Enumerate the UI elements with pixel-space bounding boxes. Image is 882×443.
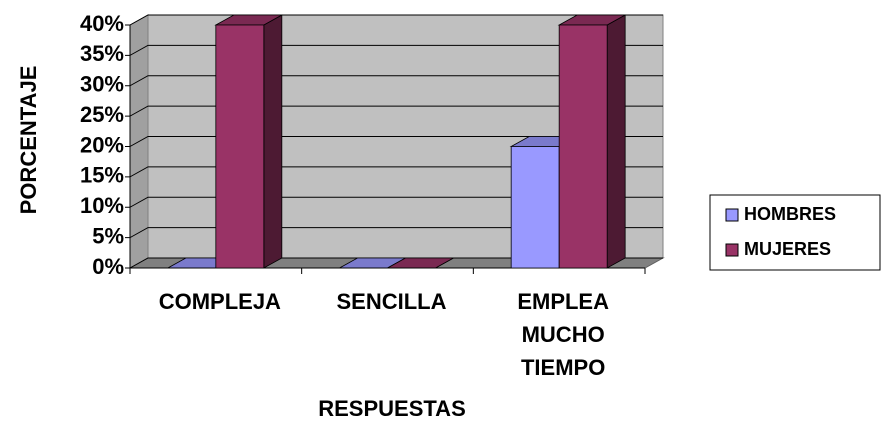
legend-swatch: [725, 208, 739, 222]
bar-side: [263, 14, 283, 269]
grid-line: [129, 75, 663, 87]
grid-line: [129, 196, 663, 208]
bar: [385, 257, 456, 269]
bar-front: [510, 146, 560, 269]
y-tick-label: 35%: [80, 41, 124, 66]
grid-line: [129, 44, 663, 56]
x-tick-label: EMPLEA MUCHO TIEMPO: [517, 289, 609, 380]
bar-side: [606, 14, 626, 269]
y-tick-label: 0%: [92, 254, 124, 279]
y-tick-label: 5%: [92, 223, 124, 248]
y-tick-label: 10%: [80, 193, 124, 218]
y-tick-label: 15%: [80, 163, 124, 188]
legend-swatch: [725, 243, 739, 257]
grid-line: [129, 136, 663, 147]
x-tick-label: SENCILLA: [336, 289, 447, 314]
y-tick-label: 30%: [80, 72, 124, 97]
bar: [214, 14, 284, 269]
y-axis-title: PORCENTAJE: [16, 66, 41, 215]
bar-front: [215, 24, 265, 269]
y-tick-label: 40%: [80, 11, 124, 36]
y-tick-label: 25%: [80, 102, 124, 127]
legend-label: HOMBRES: [744, 204, 836, 224]
legend-box: [709, 194, 881, 271]
legend-label: MUJERES: [744, 239, 831, 259]
bar-front: [558, 24, 608, 269]
x-tick-label: COMPLEJA: [158, 289, 281, 314]
grid-line: [129, 257, 663, 269]
grid-line: [129, 166, 663, 178]
grid-line: [129, 14, 663, 26]
y-tick-label: 20%: [80, 132, 124, 157]
bar: [557, 14, 627, 269]
x-axis-title: RESPUESTAS: [318, 396, 466, 421]
grid-line: [129, 227, 663, 239]
grid-line: [129, 105, 663, 117]
